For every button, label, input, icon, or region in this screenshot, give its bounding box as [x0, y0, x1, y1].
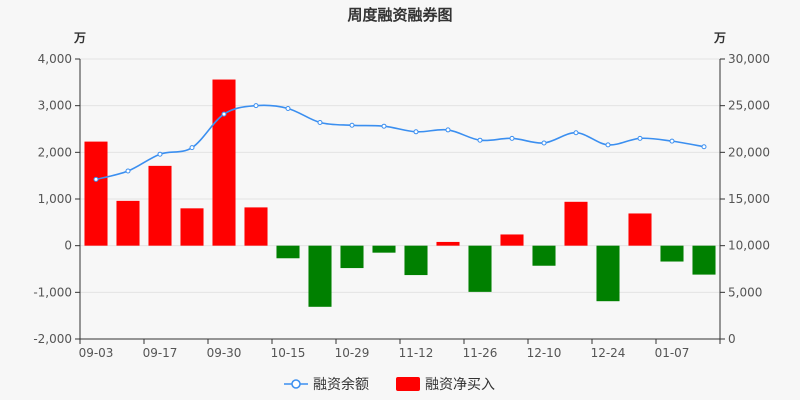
net-buy-bar[interactable]: [692, 245, 716, 275]
left-tick-label: 3,000: [38, 99, 72, 113]
net-buy-bar[interactable]: [628, 213, 652, 246]
balance-point[interactable]: [669, 138, 675, 144]
balance-point[interactable]: [605, 142, 611, 148]
right-axis-ticks: 0 5,000 10,000 15,000 20,000 25,000 30,000: [720, 52, 770, 346]
balance-point[interactable]: [445, 127, 451, 133]
net-buy-bar[interactable]: [500, 234, 524, 246]
left-tick-label: 0: [64, 239, 72, 253]
balance-point[interactable]: [93, 176, 99, 182]
net-buy-bars: [84, 79, 716, 307]
balance-point[interactable]: [509, 135, 515, 141]
legend-item-net-buy[interactable]: 融资净买入: [396, 377, 495, 393]
left-axis-ticks: -2,000 -1,000 0 1,000 2,000 3,000 4,000: [33, 52, 80, 346]
net-buy-bar[interactable]: [148, 165, 172, 246]
balance-point[interactable]: [381, 123, 387, 129]
balance-point[interactable]: [157, 151, 163, 157]
x-tick-label: 09-30: [207, 346, 242, 360]
legend-label-balance: 融资余额: [313, 376, 369, 393]
right-tick-label: 30,000: [728, 52, 770, 66]
x-tick-label: 09-17: [143, 346, 178, 360]
right-tick-label: 20,000: [728, 145, 770, 159]
legend-bar-swatch: [396, 377, 420, 391]
balance-point[interactable]: [477, 137, 483, 143]
net-buy-bar[interactable]: [84, 141, 108, 246]
balance-point[interactable]: [317, 119, 323, 125]
balance-line-series: [93, 103, 707, 182]
right-tick-label: 25,000: [728, 99, 770, 113]
left-tick-label: 4,000: [38, 52, 72, 66]
balance-point[interactable]: [349, 122, 355, 128]
left-tick-label: -1,000: [33, 285, 72, 299]
net-buy-bar[interactable]: [660, 245, 684, 262]
x-tick-label: 12-10: [527, 346, 562, 360]
balance-point[interactable]: [189, 145, 195, 151]
net-buy-bar[interactable]: [532, 245, 556, 266]
legend: 融资余额 融资净买入: [284, 376, 495, 393]
x-tick-label: 12-24: [591, 346, 626, 360]
legend-item-balance[interactable]: 融资余额: [284, 376, 369, 393]
balance-point[interactable]: [573, 130, 579, 136]
x-axis-ticks: 09-03 09-17 09-30 10-15 10-29 11-12 11-26 12-10…: [79, 339, 721, 360]
balance-point[interactable]: [701, 144, 707, 150]
balance-line: [95, 104, 705, 181]
left-axis-unit: 万: [73, 31, 86, 45]
balance-point[interactable]: [221, 111, 227, 117]
right-tick-label: 15,000: [728, 192, 770, 206]
x-tick-label: 01-07: [655, 346, 690, 360]
x-tick-label: 10-15: [271, 346, 306, 360]
x-tick-label: 11-26: [463, 346, 498, 360]
net-buy-bar[interactable]: [276, 245, 300, 259]
legend-label-net-buy: 融资净买入: [425, 377, 495, 393]
chart-title: 周度融资融券图: [347, 6, 452, 24]
net-buy-bar[interactable]: [212, 79, 236, 246]
balance-point[interactable]: [285, 105, 291, 111]
balance-point[interactable]: [541, 140, 547, 146]
x-tick-label: 11-12: [399, 346, 434, 360]
balance-point[interactable]: [125, 168, 131, 174]
net-buy-bar[interactable]: [404, 245, 428, 276]
net-buy-bar[interactable]: [340, 245, 364, 269]
net-buy-bar[interactable]: [564, 201, 588, 246]
right-tick-label: 10,000: [728, 239, 770, 253]
right-tick-label: 5,000: [728, 285, 762, 299]
net-buy-bar[interactable]: [116, 200, 140, 246]
right-axis-unit: 万: [713, 31, 726, 45]
x-tick-label: 10-29: [335, 346, 370, 360]
net-buy-bar[interactable]: [468, 245, 492, 292]
grid-lines: [80, 58, 720, 340]
balance-point[interactable]: [413, 129, 419, 135]
net-buy-bar[interactable]: [244, 207, 268, 246]
net-buy-bar[interactable]: [436, 241, 460, 246]
balance-point[interactable]: [637, 135, 643, 141]
right-tick-label: 0: [728, 332, 736, 346]
net-buy-bar[interactable]: [180, 208, 204, 246]
net-buy-bar[interactable]: [596, 245, 620, 302]
left-tick-label: -2,000: [33, 332, 72, 346]
x-tick-label: 09-03: [79, 346, 114, 360]
net-buy-bar[interactable]: [308, 245, 332, 307]
net-buy-bar[interactable]: [372, 245, 396, 253]
balance-point[interactable]: [253, 103, 259, 109]
left-tick-label: 1,000: [38, 192, 72, 206]
legend-circle-icon: [291, 379, 301, 389]
left-tick-label: 2,000: [38, 145, 72, 159]
